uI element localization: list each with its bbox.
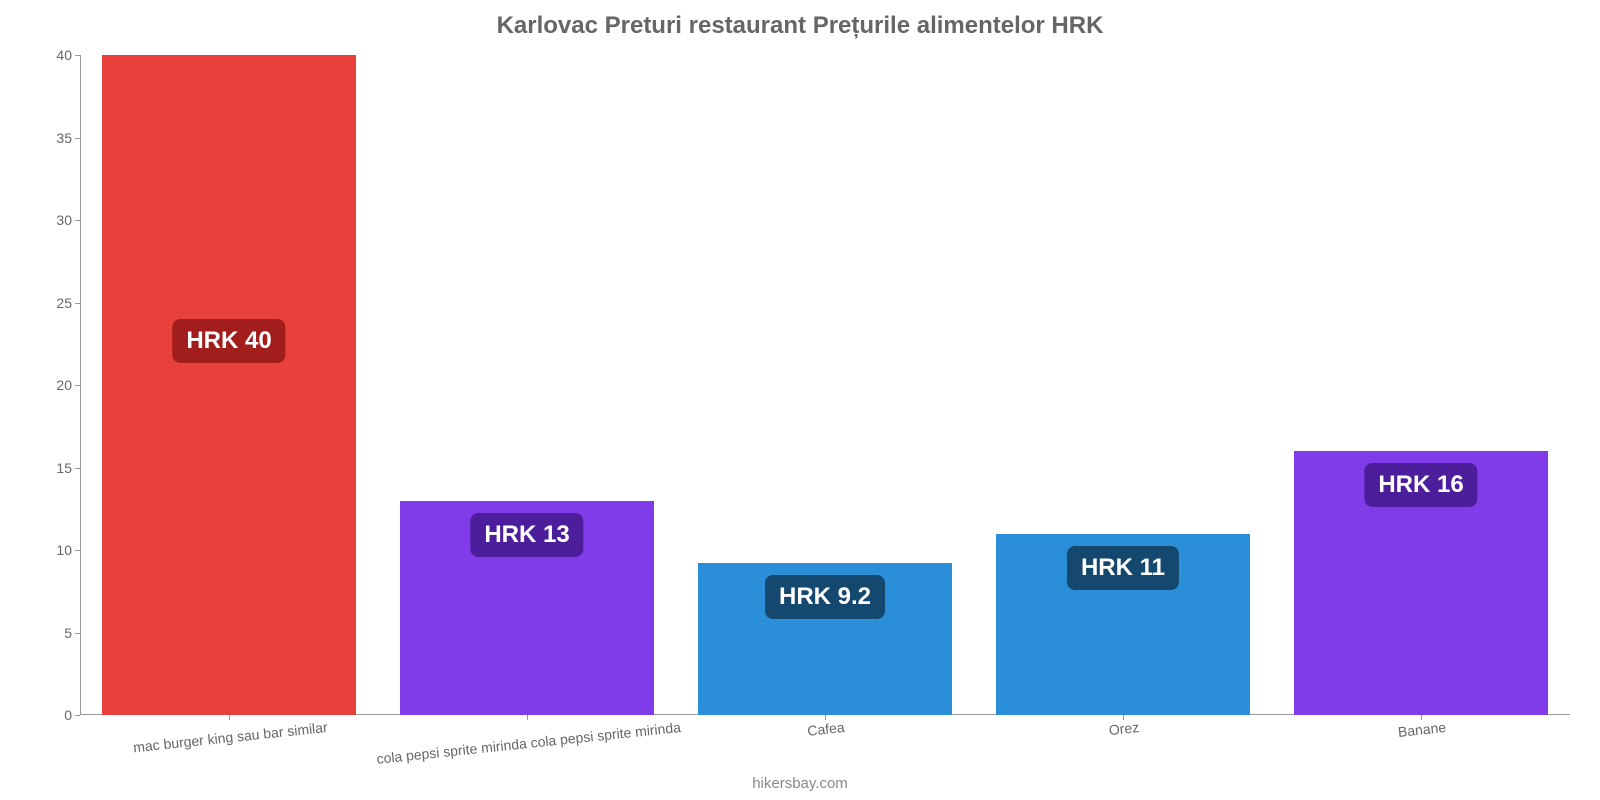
x-tick-label: Orez xyxy=(1108,719,1140,738)
x-tick-label: Banane xyxy=(1397,719,1447,740)
x-tick-label: cola pepsi sprite mirinda cola pepsi spr… xyxy=(376,719,682,767)
value-badge: HRK 16 xyxy=(1364,463,1477,507)
value-badge: HRK 40 xyxy=(172,319,285,363)
x-tick-mark xyxy=(825,715,826,720)
y-tick-label: 20 xyxy=(56,377,80,393)
x-tick-mark xyxy=(1123,715,1124,720)
value-badge: HRK 9.2 xyxy=(765,575,885,619)
x-tick-label: Cafea xyxy=(807,719,846,739)
y-tick-label: 10 xyxy=(56,542,80,558)
y-tick-label: 30 xyxy=(56,212,80,228)
y-tick-label: 15 xyxy=(56,460,80,476)
y-tick-label: 35 xyxy=(56,130,80,146)
chart-title: Karlovac Preturi restaurant Prețurile al… xyxy=(0,0,1600,40)
y-tick-label: 25 xyxy=(56,295,80,311)
x-tick-mark xyxy=(527,715,528,720)
y-tick-label: 40 xyxy=(56,47,80,63)
x-tick-mark xyxy=(1421,715,1422,720)
y-axis-line xyxy=(80,55,81,715)
value-badge: HRK 13 xyxy=(470,513,583,557)
chart-plot-area: 0510152025303540mac burger king sau bar … xyxy=(80,55,1570,715)
y-tick-label: 5 xyxy=(64,625,80,641)
footer-source: hikersbay.com xyxy=(752,775,848,792)
x-tick-mark xyxy=(229,715,230,720)
x-tick-label: mac burger king sau bar similar xyxy=(132,719,328,755)
y-tick-label: 0 xyxy=(64,707,80,723)
value-badge: HRK 11 xyxy=(1067,546,1179,590)
chart-bar xyxy=(102,55,355,715)
